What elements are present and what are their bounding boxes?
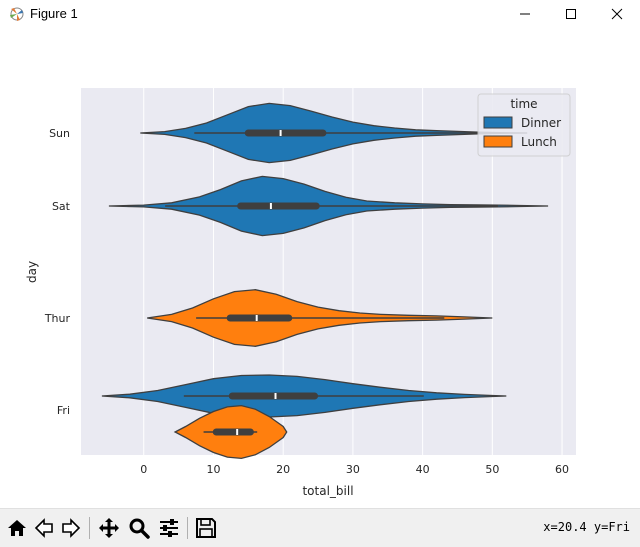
x-tick-label: 0	[140, 463, 147, 476]
legend-swatch-dinner	[483, 116, 513, 129]
violin-dinner-sat	[108, 175, 549, 237]
title-bar: Figure 1	[0, 0, 640, 28]
legend-title: time	[510, 97, 537, 111]
forward-icon	[62, 518, 81, 538]
legend-swatch-lunch	[483, 135, 513, 148]
axis-ticks: 0 10 20 30 40 50 60 Sun Sat Thur Fri	[44, 127, 569, 476]
configure-subplots-icon	[160, 519, 178, 537]
toolbar-separator	[187, 517, 188, 539]
configure-subplots-button[interactable]	[156, 515, 182, 541]
x-tick-label: 10	[206, 463, 220, 476]
window-title: Figure 1	[30, 6, 78, 21]
matplotlib-icon	[10, 7, 24, 21]
x-tick-label: 30	[346, 463, 360, 476]
forward-button[interactable]	[58, 515, 84, 541]
close-button[interactable]	[594, 0, 640, 28]
back-button[interactable]	[31, 515, 57, 541]
y-tick-label: Sun	[49, 127, 70, 140]
home-icon	[8, 520, 26, 536]
pan-button[interactable]	[96, 515, 122, 541]
pan-icon	[99, 518, 119, 538]
y-tick-label: Sat	[52, 200, 71, 213]
violin-chart: 0 10 20 30 40 50 60 Sun Sat Thur Fri total_bill da…	[25, 88, 576, 498]
violin-lunch-fri	[173, 404, 288, 460]
violin-dinner-sun	[140, 102, 528, 164]
x-tick-label: 40	[416, 463, 430, 476]
zoom-button[interactable]	[126, 515, 152, 541]
home-button[interactable]	[4, 515, 30, 541]
violins	[101, 102, 549, 460]
x-tick-label: 20	[276, 463, 290, 476]
y-tick-label: Thur	[44, 312, 71, 325]
navigation-toolbar: x=20.4 y=Fri	[0, 508, 640, 547]
minimize-button[interactable]	[502, 0, 548, 28]
back-icon	[34, 518, 53, 538]
y-tick-label: Fri	[57, 404, 70, 417]
zoom-icon	[129, 518, 150, 539]
save-button[interactable]	[193, 515, 219, 541]
cursor-coordinates: x=20.4 y=Fri	[543, 520, 630, 534]
x-tick-label: 60	[555, 463, 569, 476]
minimize-icon	[520, 13, 530, 15]
close-icon	[611, 8, 623, 20]
figure-canvas[interactable]: 0 10 20 30 40 50 60 Sun Sat Thur Fri total_bill da…	[0, 28, 640, 508]
legend-label-lunch: Lunch	[521, 135, 557, 149]
legend-label-dinner: Dinner	[521, 116, 561, 130]
y-axis-label: day	[25, 261, 39, 283]
legend: time Dinner Lunch	[477, 93, 571, 157]
save-icon	[196, 518, 216, 538]
toolbar-separator	[89, 517, 90, 539]
x-tick-label: 50	[485, 463, 499, 476]
violin-lunch-thur	[147, 289, 493, 347]
maximize-button[interactable]	[548, 0, 594, 28]
maximize-icon	[566, 9, 576, 19]
x-axis-label: total_bill	[302, 484, 353, 498]
